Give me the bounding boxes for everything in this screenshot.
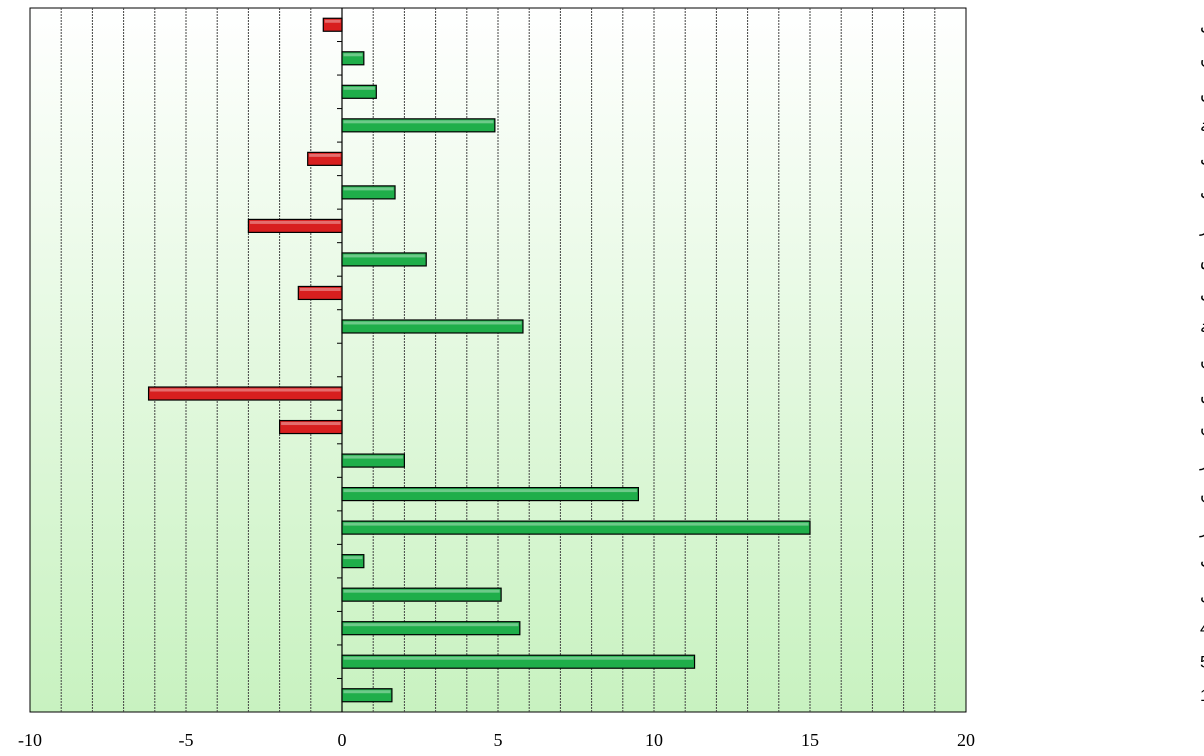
bar-highlight bbox=[343, 254, 425, 258]
category-label: لبنان bbox=[1200, 485, 1204, 504]
bar bbox=[341, 252, 427, 267]
bar-highlight bbox=[343, 623, 519, 627]
category-label: فوتسي 100 bbox=[1200, 686, 1204, 706]
category-label: سورية bbox=[1200, 317, 1204, 336]
bar-highlight bbox=[299, 287, 341, 291]
bar-highlight bbox=[343, 522, 809, 526]
bar bbox=[341, 621, 521, 636]
bar bbox=[341, 319, 524, 334]
x-tick-label: -5 bbox=[179, 730, 194, 750]
x-tick-label: 10 bbox=[645, 730, 663, 750]
category-label: عُمان bbox=[1200, 418, 1204, 437]
bar-highlight bbox=[343, 187, 394, 191]
bar bbox=[341, 51, 365, 66]
bar bbox=[341, 587, 502, 602]
x-tick-label: -10 bbox=[18, 730, 42, 750]
bar-highlight bbox=[343, 321, 522, 325]
bar-highlight bbox=[343, 86, 375, 90]
bar-highlight bbox=[309, 153, 341, 157]
bar-highlight bbox=[249, 220, 341, 224]
bar-highlight bbox=[343, 556, 363, 560]
category-label: قطر bbox=[1199, 452, 1204, 471]
x-axis: -10 -5 0 5 10 15 20 bbox=[18, 730, 975, 750]
bar bbox=[279, 419, 343, 435]
bar bbox=[247, 218, 343, 234]
bar-highlight bbox=[343, 589, 500, 593]
x-tick-label: 15 bbox=[801, 730, 819, 750]
category-label: ستاندرد أند بورز 500 bbox=[1200, 651, 1204, 672]
bar-highlight bbox=[343, 656, 694, 660]
category-label: الجزائر bbox=[1199, 217, 1204, 236]
bar-highlight bbox=[324, 19, 341, 23]
category-label: فلسطين bbox=[1200, 385, 1204, 404]
bar bbox=[341, 453, 406, 468]
bar bbox=[341, 520, 811, 535]
bar bbox=[341, 486, 639, 502]
bar-highlight bbox=[343, 53, 363, 57]
bar-highlight bbox=[343, 489, 637, 493]
category-label: تونس bbox=[1200, 250, 1204, 269]
category-label: مصر bbox=[1199, 519, 1204, 538]
bar-highlight bbox=[150, 388, 341, 392]
bar bbox=[341, 554, 365, 569]
bar-highlight bbox=[343, 120, 494, 124]
bar-highlight bbox=[343, 455, 403, 459]
bars bbox=[147, 17, 811, 713]
x-tick-label: 5 bbox=[494, 730, 503, 750]
category-label: كاك 40 bbox=[1200, 619, 1204, 638]
category-label: دبي bbox=[1200, 284, 1204, 304]
category-label: السودان bbox=[1200, 351, 1204, 370]
bar bbox=[147, 386, 343, 401]
bar bbox=[307, 151, 343, 166]
bar bbox=[341, 688, 393, 703]
category-label: نيكاي bbox=[1200, 586, 1204, 606]
category-label: البحرين bbox=[1200, 83, 1204, 102]
bar bbox=[341, 654, 696, 669]
bar-highlight bbox=[281, 422, 341, 426]
bar-highlight bbox=[343, 690, 391, 694]
bar bbox=[341, 84, 377, 99]
category-labels: أبوظبي الأردن البحرين السعودية الكويت المغرب ا… bbox=[1199, 14, 1204, 706]
category-label: الأردن bbox=[1200, 48, 1204, 68]
bar bbox=[341, 118, 496, 133]
category-label: المغرب bbox=[1200, 183, 1204, 202]
bar bbox=[297, 285, 343, 301]
category-label: أبوظبي bbox=[1200, 14, 1204, 36]
category-label: الكويت bbox=[1200, 150, 1204, 169]
category-label: مؤشر الصندوق المركب bbox=[1200, 552, 1204, 571]
bar bbox=[341, 185, 396, 200]
x-tick-label: 0 bbox=[338, 730, 347, 750]
bar bbox=[322, 17, 343, 32]
category-label: السعودية bbox=[1200, 116, 1204, 135]
x-tick-label: 20 bbox=[957, 730, 975, 750]
